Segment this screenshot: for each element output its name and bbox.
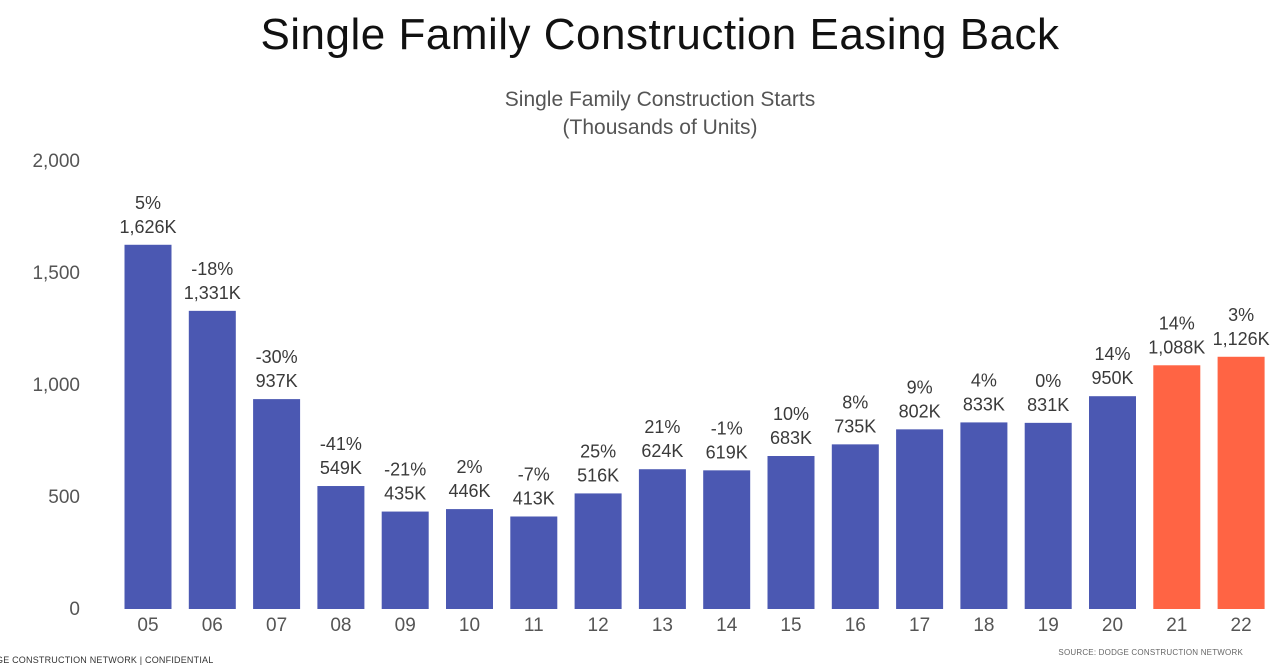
x-tick-label: 09 bbox=[395, 615, 416, 636]
bar bbox=[1089, 396, 1136, 609]
bar bbox=[638, 469, 686, 609]
chart-subtitle-block: Single Family Construction Starts (Thous… bbox=[0, 86, 1280, 142]
data-label-value: 937K bbox=[256, 371, 298, 391]
x-tick-label: 16 bbox=[845, 615, 866, 636]
y-tick-label: 500 bbox=[48, 487, 80, 508]
data-label-pct: 0% bbox=[1035, 371, 1061, 391]
bar bbox=[317, 486, 365, 609]
data-label-value: 549K bbox=[320, 458, 362, 478]
forecast-bar bbox=[1217, 356, 1265, 609]
x-tick-label: 14 bbox=[716, 615, 738, 636]
bar bbox=[253, 399, 301, 609]
bar bbox=[831, 444, 879, 609]
footer-source: SOURCE: DODGE CONSTRUCTION NETWORK bbox=[1058, 648, 1243, 657]
y-tick-label: 0 bbox=[69, 599, 80, 620]
x-tick-label: 19 bbox=[1038, 615, 1059, 636]
data-label-value: 1,126K bbox=[1213, 329, 1270, 349]
x-tick-label: 18 bbox=[973, 615, 994, 636]
data-label-value: 435K bbox=[384, 484, 426, 504]
data-label-value: 1,331K bbox=[184, 283, 241, 303]
x-tick-label: 10 bbox=[459, 615, 480, 636]
data-label-pct: 5% bbox=[135, 193, 161, 213]
data-label-pct: 14% bbox=[1094, 344, 1130, 364]
data-label-value: 1,088K bbox=[1148, 337, 1205, 357]
data-label-value: 831K bbox=[1027, 395, 1069, 415]
data-label-value: 802K bbox=[899, 401, 941, 421]
bar bbox=[767, 456, 815, 609]
data-label-value: 950K bbox=[1091, 368, 1133, 388]
slide-title: Single Family Construction Easing Back bbox=[260, 10, 1060, 59]
y-tick-label: 1,000 bbox=[32, 375, 80, 396]
x-tick-label: 07 bbox=[266, 615, 287, 636]
data-label-pct: -41% bbox=[320, 434, 362, 454]
y-tick-label: 1,500 bbox=[32, 263, 80, 284]
chart-title: Single Family Construction Starts bbox=[504, 88, 816, 111]
data-label-pct: 10% bbox=[773, 404, 809, 424]
bar bbox=[124, 244, 172, 609]
bar bbox=[960, 422, 1008, 609]
x-tick-label: 12 bbox=[588, 615, 609, 636]
data-label-pct: 8% bbox=[842, 392, 868, 412]
bar bbox=[574, 493, 622, 609]
data-label-value: 624K bbox=[641, 441, 683, 461]
bar bbox=[446, 509, 493, 609]
bar bbox=[510, 516, 558, 609]
footer-confidential: GE CONSTRUCTION NETWORK | CONFIDENTIAL bbox=[0, 655, 214, 665]
x-tick-label: 06 bbox=[202, 615, 223, 636]
data-label-pct: 9% bbox=[907, 377, 933, 397]
data-label-value: 1,626K bbox=[119, 217, 176, 237]
x-tick-label: 20 bbox=[1102, 615, 1123, 636]
x-tick-label: 13 bbox=[652, 615, 673, 636]
data-label-pct: -30% bbox=[256, 347, 298, 367]
data-label-value: 833K bbox=[963, 394, 1005, 414]
data-label-pct: -1% bbox=[711, 418, 743, 438]
bar bbox=[188, 310, 236, 609]
data-label-pct: 2% bbox=[456, 457, 482, 477]
x-tick-label: 15 bbox=[780, 615, 801, 636]
data-label-pct: 4% bbox=[971, 370, 997, 390]
x-tick-label: 05 bbox=[137, 615, 158, 636]
bar bbox=[896, 429, 944, 609]
data-label-pct: -7% bbox=[518, 464, 550, 484]
data-label-value: 446K bbox=[448, 481, 490, 501]
data-label-value: 735K bbox=[834, 416, 876, 436]
y-tick-label: 2,000 bbox=[32, 151, 80, 172]
bar bbox=[703, 470, 751, 609]
data-label-value: 619K bbox=[706, 442, 748, 462]
bar bbox=[381, 511, 429, 609]
data-label-pct: 3% bbox=[1228, 305, 1254, 325]
x-tick-label: 22 bbox=[1231, 615, 1252, 636]
data-label-pct: 25% bbox=[580, 441, 616, 461]
bar bbox=[1024, 422, 1072, 609]
x-tick-label: 21 bbox=[1166, 615, 1187, 636]
forecast-bar bbox=[1153, 365, 1201, 609]
x-tick-label: 11 bbox=[524, 615, 544, 636]
data-label-value: 683K bbox=[770, 428, 812, 448]
x-tick-label: 17 bbox=[909, 615, 930, 636]
data-label-pct: -18% bbox=[191, 259, 233, 279]
data-label-value: 516K bbox=[577, 465, 619, 485]
x-tick-label: 08 bbox=[330, 615, 351, 636]
data-label-pct: 21% bbox=[644, 417, 680, 437]
chart-units: (Thousands of Units) bbox=[562, 116, 758, 139]
data-label-pct: 14% bbox=[1159, 313, 1195, 333]
data-label-pct: -21% bbox=[384, 460, 426, 480]
data-label-value: 413K bbox=[513, 488, 555, 508]
